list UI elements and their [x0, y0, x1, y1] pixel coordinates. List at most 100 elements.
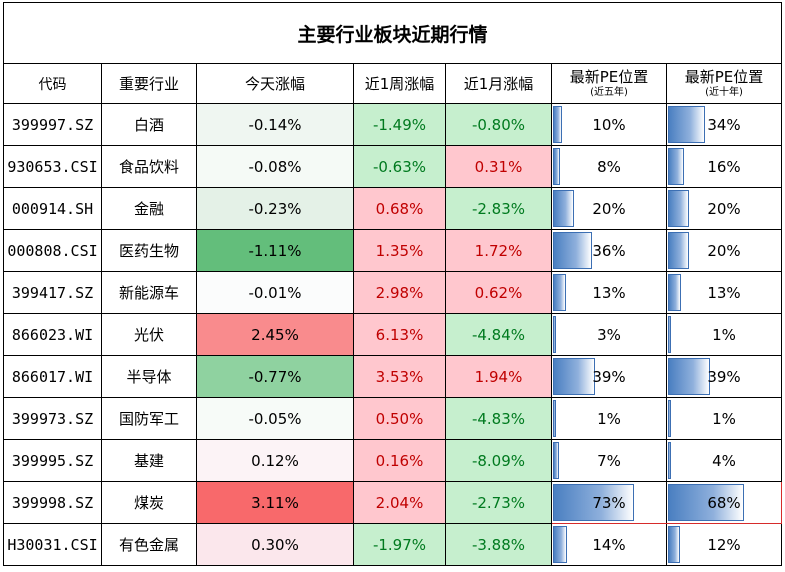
cell-industry: 新能源车	[101, 271, 197, 314]
pe-position-value: 20%	[592, 199, 626, 218]
pe-position-bar	[668, 190, 689, 227]
cell-month-change: -4.83%	[445, 397, 552, 440]
pe-position-bar	[668, 400, 671, 437]
cell-industry: 煤炭	[101, 481, 197, 524]
cell-week-change: 0.68%	[353, 187, 446, 230]
pe-position-value: 10%	[592, 115, 626, 134]
pe-position-value: 39%	[592, 367, 626, 386]
cell-pe-10y: 20%	[665, 229, 783, 272]
cell-pe-10y: 16%	[665, 145, 783, 188]
header-pe10-title: 最新PE位置	[684, 67, 764, 86]
cell-week-change: 3.53%	[353, 355, 446, 398]
header-pe5: 最新PE位置 (近五年)	[551, 63, 667, 104]
pe-position-bar	[668, 442, 671, 479]
pe-position-bar	[668, 148, 685, 185]
header-month: 近1月涨幅	[445, 63, 552, 104]
pe-position-bar	[668, 274, 681, 311]
cell-code: 866017.WI	[3, 355, 102, 398]
header-industry: 重要行业	[101, 63, 197, 104]
pe-position-bar	[553, 232, 593, 269]
cell-month-change: -4.84%	[445, 313, 552, 356]
cell-pe-10y: 1%	[665, 313, 783, 356]
cell-pe-5y: 10%	[551, 103, 667, 146]
pe-position-bar	[553, 316, 556, 353]
cell-month-change: -3.88%	[445, 523, 552, 566]
table-row: 000808.CSI 医药生物 -1.11% 1.35% 1.72% 36% 20%	[3, 229, 783, 272]
header-row: 代码 重要行业 今天涨幅 近1周涨幅 近1月涨幅 最新PE位置 (近五年) 最新…	[3, 63, 783, 104]
cell-code: 000914.SH	[3, 187, 102, 230]
table-row: 399417.SZ 新能源车 -0.01% 2.98% 0.62% 13% 13%	[3, 271, 783, 314]
pe-position-value: 8%	[597, 157, 621, 176]
table-row: 399995.SZ 基建 0.12% 0.16% -8.09% 7% 4%	[3, 439, 783, 482]
table-body: 399997.SZ 白酒 -0.14% -1.49% -0.80% 10% 34% 93065…	[3, 103, 783, 566]
cell-today-change: -0.05%	[196, 397, 354, 440]
cell-month-change: 1.72%	[445, 229, 552, 272]
cell-pe-5y: 1%	[551, 397, 667, 440]
cell-today-change: 0.30%	[196, 523, 354, 566]
cell-today-change: -0.01%	[196, 271, 354, 314]
pe-position-value: 3%	[597, 325, 621, 344]
cell-industry: 金融	[101, 187, 197, 230]
pe-position-value: 39%	[707, 367, 741, 386]
cell-week-change: 6.13%	[353, 313, 446, 356]
pe-position-value: 14%	[592, 535, 626, 554]
cell-pe-5y: 7%	[551, 439, 667, 482]
cell-industry: 基建	[101, 439, 197, 482]
pe-position-bar	[553, 484, 635, 521]
cell-code: 000808.CSI	[3, 229, 102, 272]
pe-position-bar	[553, 274, 566, 311]
table-row: 399997.SZ 白酒 -0.14% -1.49% -0.80% 10% 34%	[3, 103, 783, 146]
cell-week-change: 0.50%	[353, 397, 446, 440]
header-week: 近1周涨幅	[353, 63, 446, 104]
cell-week-change: 0.16%	[353, 439, 446, 482]
cell-pe-5y: 14%	[551, 523, 667, 566]
pe-position-bar	[553, 400, 556, 437]
pe-position-value: 13%	[592, 283, 626, 302]
table-row: 399973.SZ 国防军工 -0.05% 0.50% -4.83% 1% 1%	[3, 397, 783, 440]
cell-pe-5y: 73%	[551, 481, 667, 524]
pe-position-bar	[553, 106, 563, 143]
pe-position-value: 1%	[597, 409, 621, 428]
cell-code: 399973.SZ	[3, 397, 102, 440]
cell-industry: 食品饮料	[101, 145, 197, 188]
pe-position-value: 16%	[707, 157, 741, 176]
cell-month-change: 0.31%	[445, 145, 552, 188]
cell-code: H30031.CSI	[3, 523, 102, 566]
header-code: 代码	[3, 63, 102, 104]
table-row: 930653.CSI 食品饮料 -0.08% -0.63% 0.31% 8% 16%	[3, 145, 783, 188]
pe-position-bar	[668, 106, 705, 143]
cell-today-change: -0.14%	[196, 103, 354, 146]
header-pe5-subtitle: (近五年)	[590, 86, 628, 98]
cell-week-change: 1.35%	[353, 229, 446, 272]
cell-industry: 白酒	[101, 103, 197, 146]
cell-pe-10y: 12%	[665, 523, 783, 566]
pe-position-bar	[668, 526, 680, 563]
cell-today-change: -1.11%	[196, 229, 354, 272]
cell-code: 399995.SZ	[3, 439, 102, 482]
cell-pe-5y: 13%	[551, 271, 667, 314]
cell-pe-10y: 68%	[665, 481, 783, 524]
pe-position-value: 13%	[707, 283, 741, 302]
cell-month-change: 0.62%	[445, 271, 552, 314]
cell-industry: 光伏	[101, 313, 197, 356]
cell-month-change: -8.09%	[445, 439, 552, 482]
table-row: 866017.WI 半导体 -0.77% 3.53% 1.94% 39% 39%	[3, 355, 783, 398]
cell-industry: 国防军工	[101, 397, 197, 440]
pe-position-bar	[668, 316, 671, 353]
pe-position-value: 20%	[707, 241, 741, 260]
pe-position-value: 36%	[592, 241, 626, 260]
pe-position-bar	[553, 442, 559, 479]
pe-position-value: 68%	[707, 493, 741, 512]
cell-code: 399998.SZ	[3, 481, 102, 524]
cell-pe-10y: 1%	[665, 397, 783, 440]
cell-pe-5y: 3%	[551, 313, 667, 356]
pe-position-value: 73%	[592, 493, 626, 512]
cell-today-change: 3.11%	[196, 481, 354, 524]
cell-today-change: 0.12%	[196, 439, 354, 482]
cell-industry: 有色金属	[101, 523, 197, 566]
cell-code: 866023.WI	[3, 313, 102, 356]
table-row: H30031.CSI 有色金属 0.30% -1.97% -3.88% 14% 12%	[3, 523, 783, 566]
cell-pe-10y: 20%	[665, 187, 783, 230]
cell-code: 399417.SZ	[3, 271, 102, 314]
